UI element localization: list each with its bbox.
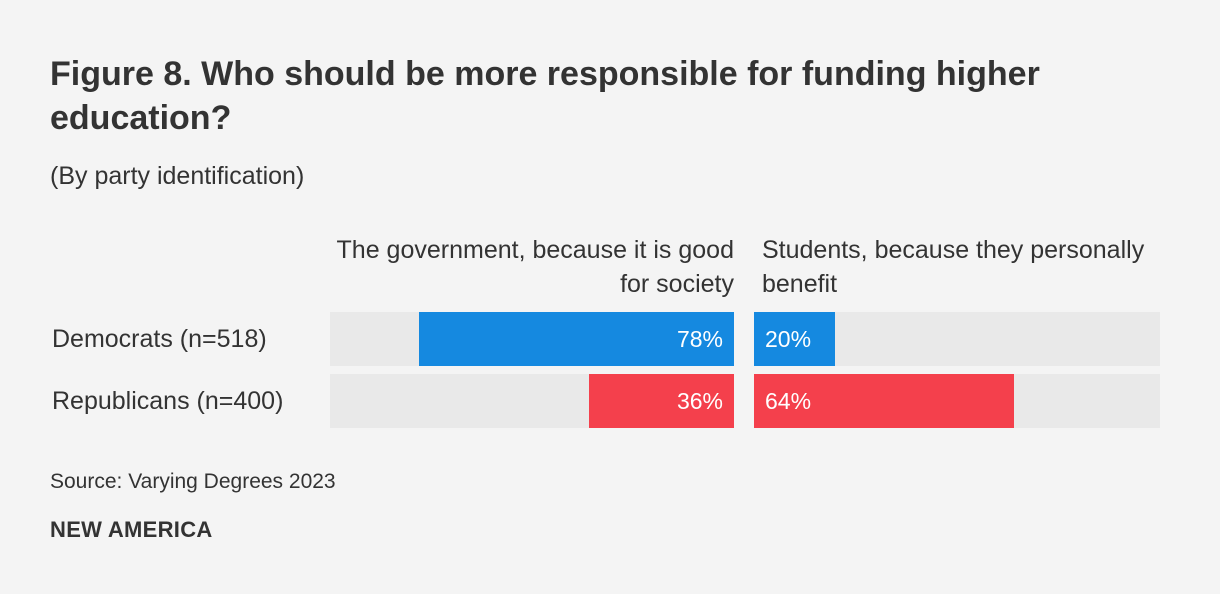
bar-value-label: 78% [676,326,723,352]
row-label: Republicans (n=400) [52,387,284,415]
bar-track-government: 78% [330,312,734,366]
bar-track-students: 20% [754,312,1160,366]
brand-logo-text: NEW AMERICA [50,517,213,542]
column-header-government: The government, because it is good for s… [336,236,734,298]
bar-track-students: 64% [754,374,1160,428]
bar-value-label: 20% [765,326,812,352]
bar-value-label: 64% [765,388,812,414]
row-label: Democrats (n=518) [52,325,267,353]
column-header-students: Students, because they personally benefi… [762,236,1145,298]
chart-subtitle: (By party identification) [50,162,305,190]
chart-title: Figure 8. Who should be more responsible… [50,55,1040,137]
bar-government: 78% [418,312,734,366]
bar-students: 20% [754,312,836,366]
bar-students: 64% [754,374,1014,428]
bar-government: 36% [588,374,734,428]
bar-track-government: 36% [330,374,734,428]
bar-value-label: 36% [676,388,723,414]
source-note: Source: Varying Degrees 2023 [50,470,336,493]
